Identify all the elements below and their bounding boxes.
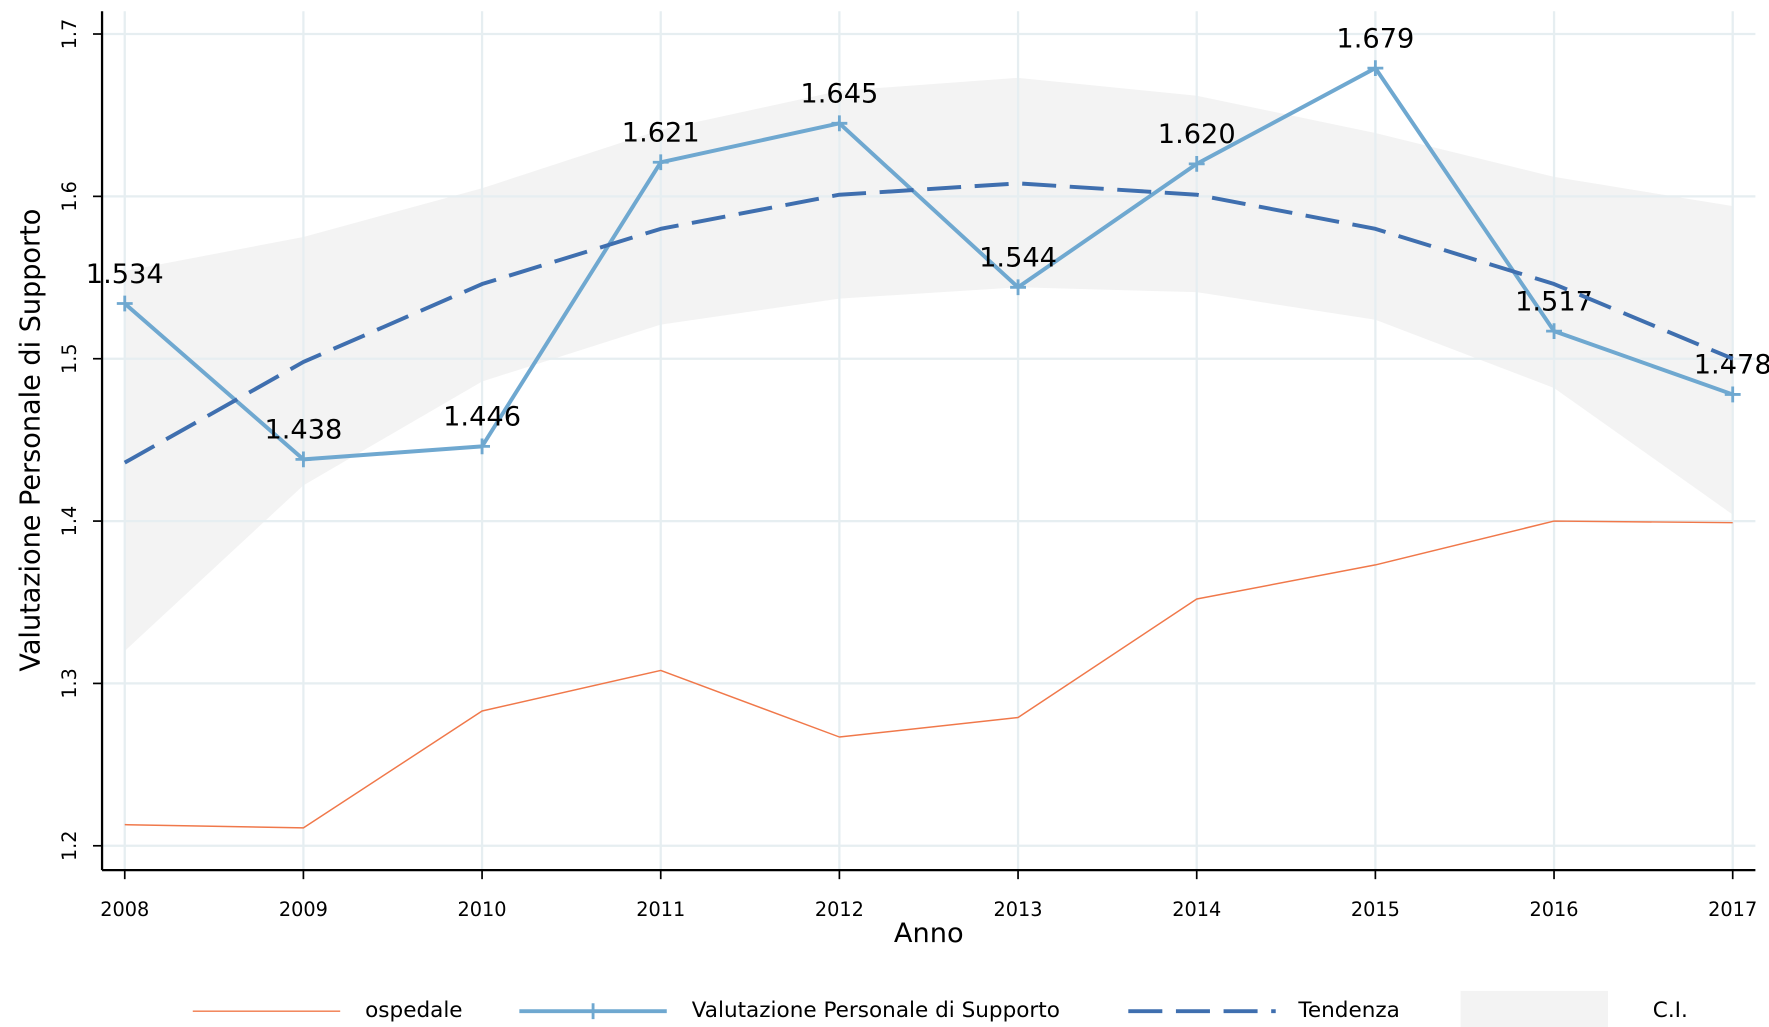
point-marker xyxy=(116,295,133,312)
point-marker xyxy=(1010,279,1026,296)
x-tick-label: 2008 xyxy=(100,898,149,921)
series-line xyxy=(124,520,1733,829)
value-label: 1.446 xyxy=(443,402,521,433)
series-line xyxy=(123,181,1734,465)
point-marker xyxy=(652,154,669,171)
x-tick-label: 2011 xyxy=(636,898,685,921)
legend-label: Tendenza xyxy=(1297,998,1399,1023)
ci-band xyxy=(124,77,1733,651)
value-label: 1.679 xyxy=(1336,23,1414,54)
value-label: 1.478 xyxy=(1694,350,1769,381)
grid-layer xyxy=(102,11,1756,871)
legend-label: Valutazione Personale di Supporto xyxy=(692,998,1060,1023)
value-label: 1.534 xyxy=(86,259,164,290)
value-label: 1.621 xyxy=(622,118,700,149)
point-marker xyxy=(831,115,848,132)
point-marker xyxy=(474,438,491,455)
legend-label: ospedale xyxy=(365,998,462,1023)
line-layer: 1.534 1.438 1.446 1.621 1.645 1.544 1.620 1.679… xyxy=(86,23,1769,1020)
band-layer xyxy=(124,77,1733,651)
x-tick-label: 2016 xyxy=(1530,898,1579,921)
x-tick-label: 2009 xyxy=(279,898,328,921)
value-label: 1.645 xyxy=(800,79,878,110)
value-label: 1.544 xyxy=(979,243,1057,274)
y-tick-label: 1.5 xyxy=(58,343,81,374)
value-label: 1.517 xyxy=(1515,286,1593,317)
value-label: 1.620 xyxy=(1158,119,1236,150)
point-marker xyxy=(1367,60,1384,77)
point-marker xyxy=(1724,386,1741,403)
x-tick-label: 2010 xyxy=(458,898,507,921)
y-tick-label: 1.3 xyxy=(58,668,81,699)
y-axis-label: Valutazione Personale di Supporto xyxy=(15,209,46,672)
y-tick-label: 1.6 xyxy=(58,181,81,212)
x-tick-label: 2013 xyxy=(994,898,1043,921)
series-line xyxy=(123,66,1734,462)
x-axis-label: Anno xyxy=(894,918,964,949)
y-tick-label: 1.2 xyxy=(58,831,81,862)
point-marker xyxy=(1188,155,1205,172)
x-tick-label: 2015 xyxy=(1351,898,1400,921)
legend-label: C.I. xyxy=(1653,998,1688,1023)
point-marker xyxy=(295,451,312,468)
legend-swatch xyxy=(1460,990,1608,1027)
x-tick-label: 2014 xyxy=(1172,898,1221,921)
point-marker xyxy=(1546,323,1562,340)
x-tick-label: 2012 xyxy=(815,898,864,921)
axis-layer: 2008 2009 2010 2011 2012 2013 2014 2015 2016 2017… xyxy=(58,11,1757,921)
y-tick-label: 1.7 xyxy=(58,19,81,50)
x-tick-label: 2017 xyxy=(1708,898,1757,921)
y-tick-label: 1.4 xyxy=(58,506,81,537)
value-label: 1.438 xyxy=(264,415,342,446)
